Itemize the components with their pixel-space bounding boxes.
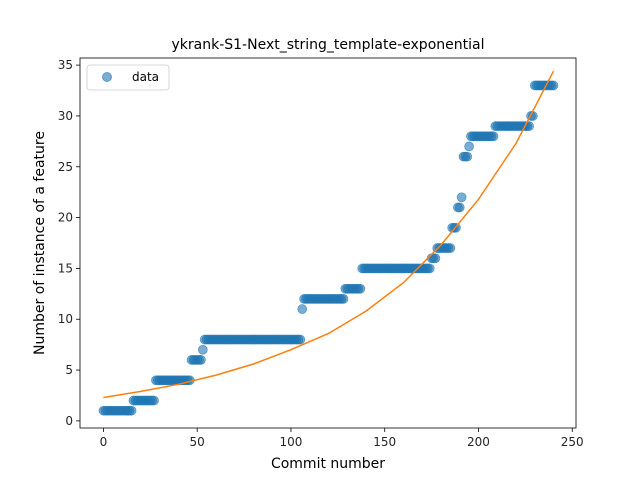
data-point (126, 405, 137, 416)
x-tick-label: 250 (561, 435, 584, 449)
data-point (197, 344, 208, 355)
data-point (454, 202, 465, 213)
x-tick-label: 50 (190, 435, 205, 449)
data-point (548, 80, 559, 91)
fit-curve (103, 70, 555, 399)
data-point (456, 192, 467, 203)
data-point (295, 334, 306, 345)
y-tick-label: 15 (58, 261, 73, 275)
y-axis: 0 5 10 15 20 25 30 35 (58, 58, 80, 428)
chart-title: ykrank-S1-Next_string_template-exponenti… (172, 37, 485, 53)
data-point (355, 283, 366, 294)
data-point (445, 243, 456, 253)
x-axis-label: Commit number (271, 456, 385, 472)
data-point (464, 141, 475, 152)
y-tick-label: 0 (65, 414, 73, 428)
y-tick-label: 5 (65, 363, 73, 377)
data-point (488, 131, 499, 142)
y-tick-label: 30 (58, 109, 73, 123)
legend-box (86, 64, 170, 91)
y-tick-label: 20 (58, 211, 73, 225)
data-point (424, 263, 435, 274)
legend-label-data: data (132, 70, 159, 84)
y-tick-label: 10 (58, 312, 73, 326)
data-point (196, 354, 206, 365)
legend-marker (102, 72, 112, 82)
legend: data (86, 64, 170, 91)
x-axis: 0 50 100 150 200 250 (100, 428, 584, 449)
y-tick-label: 35 (58, 58, 73, 72)
x-tick-label: 150 (373, 435, 396, 449)
data-point (430, 253, 441, 264)
data-point (338, 294, 349, 304)
data-points (98, 80, 559, 416)
y-axis-label: Number of instance of a feature (32, 131, 48, 355)
data-point (297, 304, 308, 314)
x-tick-label: 0 (100, 435, 108, 449)
y-tick-label: 25 (58, 160, 73, 174)
data-point (462, 151, 473, 162)
x-tick-label: 200 (467, 435, 490, 449)
x-tick-label: 100 (280, 435, 303, 449)
data-point (149, 395, 159, 406)
plot-frame (79, 57, 577, 429)
